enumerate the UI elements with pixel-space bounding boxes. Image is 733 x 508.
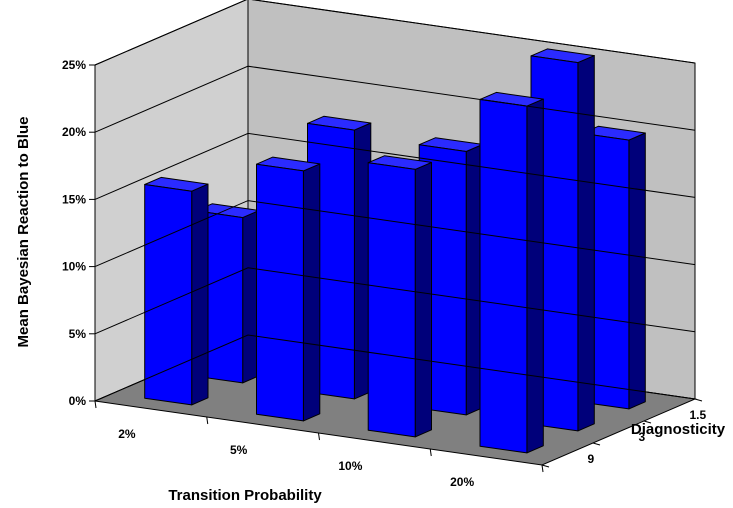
bar-front: [367, 162, 416, 438]
x-tick-label: 20%: [450, 475, 474, 489]
gridline: [94, 0, 696, 66]
bar-front: [256, 163, 304, 422]
x-tick-label: 2%: [118, 427, 136, 441]
gridline: [94, 65, 696, 133]
bar: [479, 91, 544, 454]
bar-side: [526, 98, 544, 454]
x-tick-label: 10%: [338, 459, 362, 473]
y-tick-label: 10%: [62, 260, 86, 274]
z-tick-mark: [643, 420, 652, 424]
x-tick-label: 5%: [230, 443, 248, 457]
bar-side: [414, 161, 432, 438]
y-tick-label: 15%: [62, 192, 86, 206]
x-tick-mark: [541, 464, 544, 473]
z-tick-label: 1.5: [690, 408, 707, 422]
x-tick-mark: [94, 400, 97, 409]
y-tick-label: 5%: [69, 327, 87, 341]
bar: [144, 176, 209, 406]
x-tick-mark: [206, 416, 209, 425]
bar-side: [628, 132, 646, 410]
y-tick-label: 20%: [62, 125, 86, 139]
bar-side: [191, 183, 209, 406]
bar-side: [577, 55, 595, 432]
chart-axes: [89, 0, 703, 473]
gridline: [94, 334, 696, 402]
z-tick-mark: [592, 442, 601, 446]
y-tick-label: 0%: [69, 394, 87, 408]
y-tick-label: 25%: [62, 58, 86, 72]
gridline: [94, 267, 696, 335]
gridline: [94, 132, 696, 200]
bar-side: [302, 163, 321, 422]
y-axis-title: Mean Bayesian Reaction to Blue: [15, 117, 32, 348]
chart-bars: [144, 48, 646, 454]
z-tick-mark: [694, 398, 703, 402]
bar: [367, 155, 432, 438]
x-tick-mark: [429, 448, 432, 457]
gridline: [94, 200, 696, 268]
chart-labels: 0% 5% 10% 15% 20% 25% 2% 5% 10% 20% 1.5 3 9: [62, 58, 707, 489]
z-tick-mark: [541, 464, 550, 468]
bar-front: [479, 98, 528, 454]
x-tick-mark: [318, 432, 320, 441]
bar: [256, 156, 321, 422]
x-axis-title: Transition Probability: [168, 487, 322, 504]
z-tick-label: 3: [639, 430, 646, 444]
z-axis-title: Diagnosticity: [631, 421, 726, 438]
z-tick-label: 9: [588, 452, 595, 466]
